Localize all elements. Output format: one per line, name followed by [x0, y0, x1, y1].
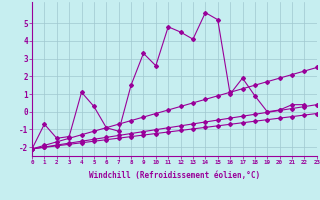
- X-axis label: Windchill (Refroidissement éolien,°C): Windchill (Refroidissement éolien,°C): [89, 171, 260, 180]
